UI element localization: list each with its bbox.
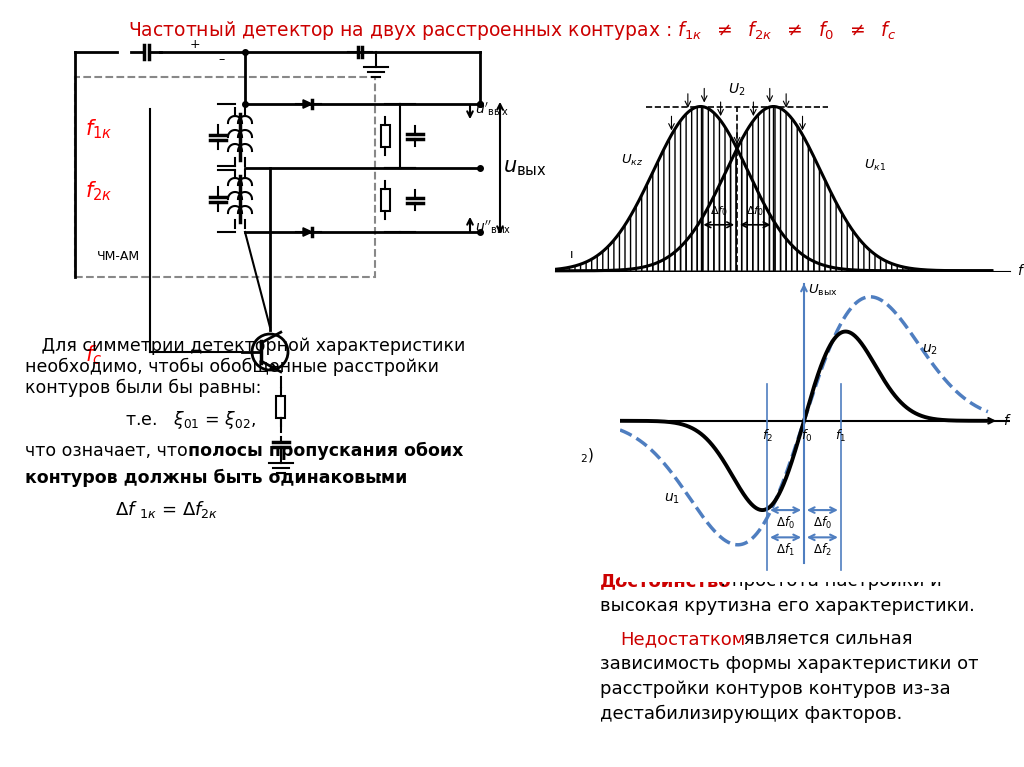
Text: $f_с$: $f_с$	[85, 343, 102, 367]
Text: $\Delta f$ $_{1к}$ = $\Delta f_{2 к}$: $\Delta f$ $_{1к}$ = $\Delta f_{2 к}$	[115, 499, 218, 520]
Text: $f_{1к}$: $f_{1к}$	[85, 117, 113, 141]
Text: дестабилизирующих факторов.: дестабилизирующих факторов.	[600, 705, 902, 723]
Text: что означает, что: что означает, что	[25, 442, 194, 460]
Text: $u_1$: $u_1$	[665, 492, 680, 505]
Text: $U_{\rm вых}$: $U_{\rm вых}$	[808, 283, 838, 298]
Text: Недостатком: Недостатком	[620, 630, 745, 648]
Text: Достоинство: Достоинство	[600, 572, 731, 590]
Text: $u''_{\rm вых}$: $u''_{\rm вых}$	[475, 218, 511, 235]
Text: ı: ı	[569, 248, 573, 261]
Text: $_{2}$): $_{2}$)	[580, 447, 594, 466]
Text: расстройки контуров контуров из-за: расстройки контуров контуров из-за	[600, 680, 950, 698]
Text: $u'_{\rm вых}$: $u'_{\rm вых}$	[475, 100, 509, 118]
Text: $U_2$: $U_2$	[728, 81, 745, 97]
Text: полосы пропускания обоих: полосы пропускания обоих	[188, 442, 464, 460]
Text: –: –	[218, 54, 224, 67]
Text: :: :	[377, 469, 383, 487]
Text: Частотный детектор на двух расстроенных контурах : $f_{1к}$  $\neq$  $f_{2к}$  $: Частотный детектор на двух расстроенных …	[128, 19, 896, 42]
Text: высокая крутизна его характеристики.: высокая крутизна его характеристики.	[600, 597, 975, 615]
Text: Для симметрии детекторной характеристики
необходимо, чтобы обобщенные расстройки: Для симметрии детекторной характеристики…	[25, 337, 465, 397]
Text: $f_0$: $f_0$	[801, 428, 813, 444]
Text: $u_2$: $u_2$	[922, 343, 938, 357]
Text: : простота настройки и: : простота настройки и	[720, 572, 942, 590]
Text: $f_{2к}$: $f_{2к}$	[85, 179, 113, 202]
Text: $\Delta f_0$: $\Delta f_0$	[746, 205, 764, 219]
Polygon shape	[303, 100, 312, 108]
Text: $u_{\rm вых}$: $u_{\rm вых}$	[503, 158, 547, 178]
Text: $\Delta f_0$: $\Delta f_0$	[813, 515, 831, 531]
Text: $\Delta f_0$: $\Delta f_0$	[776, 515, 795, 531]
Text: $\Delta f_2$: $\Delta f_2$	[813, 542, 831, 558]
Bar	[276, 396, 286, 418]
Polygon shape	[303, 228, 312, 236]
Text: $\Delta f_1$: $\Delta f_1$	[776, 542, 795, 558]
Text: т.е.   $\xi_{01}$ = $\xi_{02}$,: т.е. $\xi_{01}$ = $\xi_{02}$,	[125, 409, 256, 431]
Text: $f_1$: $f_1$	[836, 428, 846, 444]
Text: зависимость формы характеристики от: зависимость формы характеристики от	[600, 655, 979, 673]
Text: $f$: $f$	[1002, 413, 1012, 428]
Text: $\Delta f_0$: $\Delta f_0$	[710, 205, 728, 219]
Bar	[381, 189, 389, 211]
Text: $U_{кz}$: $U_{кz}$	[621, 153, 643, 168]
Text: контуров должны быть одинаковыми: контуров должны быть одинаковыми	[25, 469, 408, 487]
Bar	[381, 125, 389, 147]
Text: ЧМ-АМ: ЧМ-АМ	[97, 251, 140, 264]
Text: $U_{к1}$: $U_{к1}$	[864, 158, 887, 173]
Text: $f_2$: $f_2$	[762, 428, 773, 444]
Text: $f$: $f$	[1017, 263, 1024, 278]
Text: +: +	[190, 38, 201, 51]
Text: является сильная: является сильная	[738, 630, 912, 648]
